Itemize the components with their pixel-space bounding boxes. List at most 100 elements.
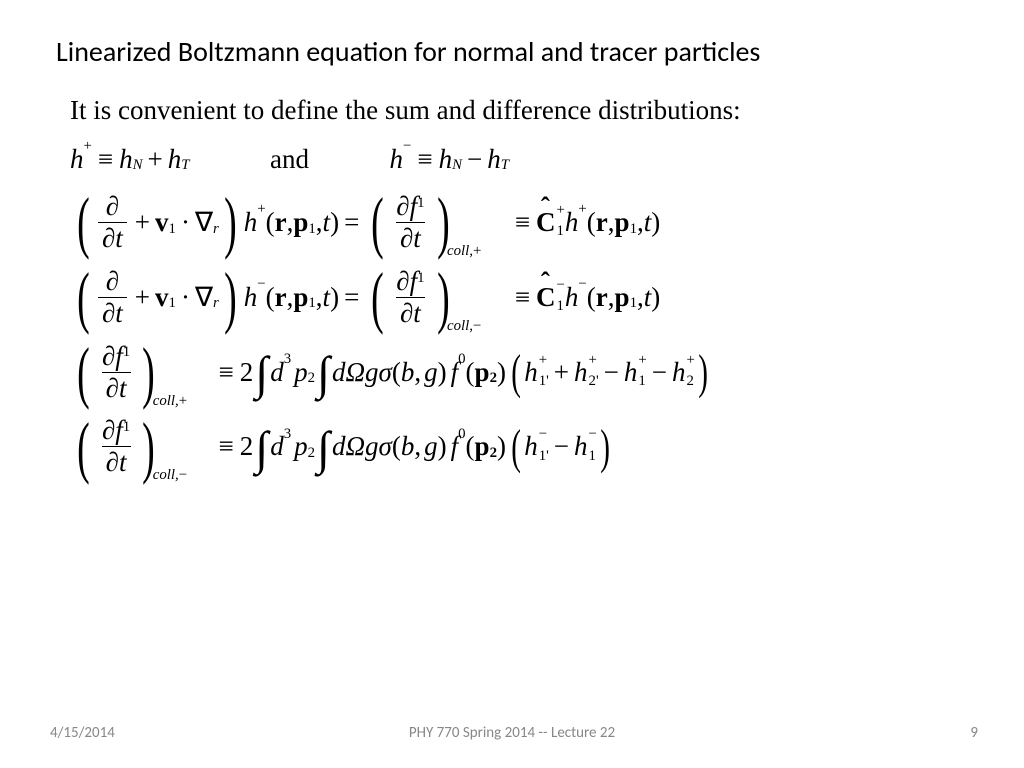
ss1: +1' [539,357,549,382]
sup-minus: − [403,138,411,155]
d1s: 3 [284,351,291,368]
sym-hT2: h [487,144,501,175]
tf: t [119,373,127,403]
acc2: ) [497,357,506,388]
paren-gain-loss-p: ( h+1' + h+2' − h+1 − h+2 ) [508,348,711,397]
sym-h: h [70,144,84,175]
sym-h: h [244,207,258,238]
paren-gain-loss-m: ( h−1' − h−1 ) [508,423,613,472]
sub-1: 1 [169,221,176,238]
opm2: − [652,357,667,388]
comma2: , [316,207,323,238]
supmb: − [257,276,265,293]
sym-identity: ≡ [417,144,432,175]
dotb: · [181,282,190,313]
fsg: 1 [123,419,130,435]
pb: ∂ [102,298,115,328]
sym-f: f [410,191,418,221]
cb: , [287,282,294,313]
acb: ) [330,282,339,313]
paren-dfdt-coll: ( ∂f1 ∂t ) coll,+ [366,188,489,257]
op-eq: = [344,207,359,238]
eq-definitions: h+ ≡ hN + hT and h− ≡ hN − hT [70,136,968,182]
idc: ≡ [219,357,234,388]
ss4: +2 [686,357,694,382]
dOm2: dΩ [332,431,365,462]
vb: v [155,282,169,313]
comma: , [287,207,294,238]
cc1: , [414,357,421,388]
h1p: h [524,357,538,388]
slide-footer: 4/15/2014 PHY 770 Spring 2014 -- Lecture… [0,724,1024,742]
h2p: h [574,357,588,388]
p3ps: 2 [308,370,315,387]
pd: ∂ [400,298,413,328]
sup-1: 1 [417,195,424,211]
cb3: , [608,282,615,313]
acd2: ) [497,431,506,462]
b1: b [401,357,415,388]
integral-icon4: ∫ [317,422,330,476]
psb: 1 [308,295,315,312]
args-close: ) [330,207,339,238]
g2: g [424,357,438,388]
slide-title: Linearized Boltzmann equation for normal… [56,34,968,69]
sym-h: h [390,144,404,175]
sub-T: T [181,157,189,174]
d2s: 3 [284,426,291,443]
fsc: 1 [417,270,424,286]
t4: t [413,223,421,253]
frac-ddt: ∂ ∂t [98,191,127,254]
clm2s: − [179,467,187,483]
h1: h [624,357,638,388]
fc: f [410,266,418,296]
fg: f [115,415,123,445]
sym-r: r [275,207,287,238]
eq-streaming-plus: ( ∂ ∂t + v1 · ∇r ) h+ (r, p1, t) = ( [70,188,968,257]
sym-t2: t [323,207,331,238]
pe: ∂ [102,341,115,371]
fe: f [115,341,123,371]
subsup-C: +1 [557,208,565,233]
vsb: 1 [169,295,176,312]
slide-page: Linearized Boltzmann equation for normal… [0,0,1024,768]
eqb: = [344,282,359,313]
p2bs: 2 [490,370,497,387]
hb2: h [565,282,579,313]
args-open: ( [266,207,275,238]
Cb: C [536,282,556,313]
cb2: , [316,282,323,313]
op-minus: − [467,144,482,175]
hm1: h [524,431,538,462]
f0s2: 0 [458,426,465,443]
sub-N: N [133,157,143,174]
pa: ∂ [106,266,119,296]
sub-r: r [213,221,219,238]
integral-icon3: ∫ [255,422,268,476]
eq-collision-minus: ( ∂f1∂t ) coll,− ≡ 2 ∫ d3 p2 ∫ dΩ g σ (b… [70,413,968,482]
sub-1p: 1 [308,221,315,238]
idd: ≡ [219,431,234,462]
ss2: +2' [589,357,599,382]
lparen-stream: ( ∂ ∂t + v1 · ∇r ) [72,188,242,257]
sym-identity: ≡ [515,207,530,238]
intro-line: It is convenient to define the sum and d… [70,95,968,126]
lparen-stream2: ( ∂∂t + v1 · ∇r ) [72,263,242,332]
sym-identity: ≡ [98,144,113,175]
p4: ∂ [400,223,413,253]
c3: , [608,207,615,238]
p3: ∂ [396,191,409,221]
c4: , [637,207,644,238]
p3ps2: 2 [308,445,315,462]
paren-dfdt-coll-m: ( ∂f1∂t ) coll,− [366,263,489,332]
dOm: dΩ [332,357,365,388]
paren-lhs-cm: ( ∂f1∂t ) coll,− [72,413,195,482]
hb: h [244,282,258,313]
sup-plus: + [257,201,265,218]
nb: ∇ [195,282,213,313]
sym-partial2: ∂ [102,223,115,253]
ac2: ) [651,207,660,238]
f02: f [451,431,459,462]
pb3: p [615,282,630,313]
nsb: r [213,295,219,312]
